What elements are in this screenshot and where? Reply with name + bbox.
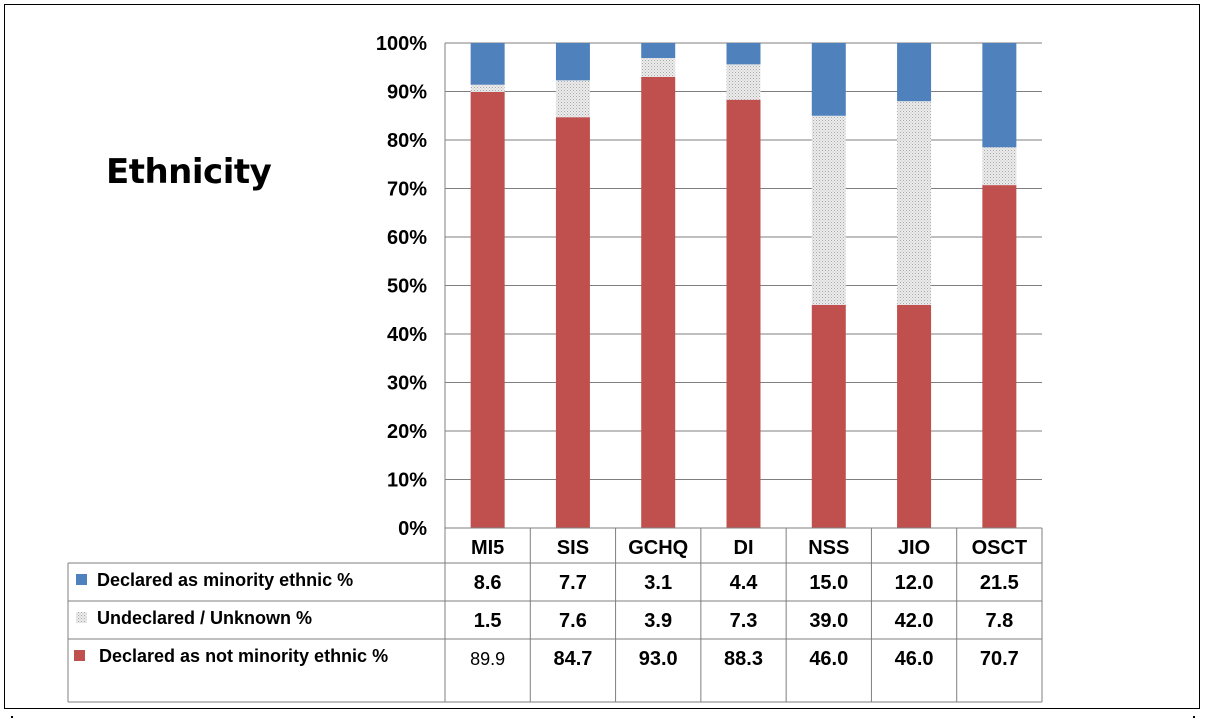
chart-title: Ethnicity [106, 152, 272, 192]
bar-sis-series-1 [555, 80, 590, 118]
data-label-di-series-0: 4.4 [730, 572, 759, 594]
y-tick-label: 100% [376, 33, 427, 55]
bar-jio-series-1 [897, 101, 932, 305]
data-label-sis-series-1: 7.6 [559, 610, 587, 632]
bar-osct-series-0 [982, 43, 1017, 148]
category-label-di: DI [734, 537, 754, 559]
data-label-mi5-series-1: 1.5 [474, 610, 502, 632]
y-tick-label: 0% [398, 518, 427, 540]
bar-mi5-series-0 [470, 43, 505, 85]
bar-sis-series-0 [555, 43, 590, 81]
chart-frame [4, 4, 1200, 709]
legend-key-series-2 [74, 650, 85, 661]
data-label-di-series-1: 7.3 [730, 610, 758, 632]
corner-mark-right [1193, 716, 1195, 718]
y-tick-label: 80% [387, 130, 427, 152]
bar-osct-series-1 [982, 147, 1017, 186]
bars [470, 43, 1017, 529]
data-label-jio-series-2: 46.0 [895, 648, 934, 670]
y-tick-label: 90% [387, 82, 427, 104]
legend-key-series-0 [76, 574, 87, 585]
corner-mark-left [11, 716, 13, 718]
legend-key-series-1 [76, 612, 87, 623]
bar-mi5-series-1 [470, 84, 505, 92]
data-label-di-series-2: 88.3 [724, 648, 763, 670]
bar-mi5-series-2 [470, 91, 505, 529]
bar-jio-series-0 [897, 43, 932, 102]
bar-osct-series-2 [982, 185, 1017, 529]
y-tick-label: 20% [387, 421, 427, 443]
category-label-nss: NSS [808, 537, 849, 559]
bar-nss-series-0 [811, 43, 846, 116]
category-label-osct: OSCT [972, 537, 1028, 559]
y-tick-label: 50% [387, 276, 427, 298]
bar-gchq-series-0 [641, 43, 676, 59]
category-label-sis: SIS [557, 537, 589, 559]
bar-gchq-series-1 [641, 58, 676, 77]
data-label-osct-series-0: 21.5 [980, 572, 1019, 594]
y-tick-label: 60% [387, 227, 427, 249]
bar-di-series-0 [726, 43, 761, 65]
bar-jio-series-2 [897, 304, 932, 528]
bar-di-series-1 [726, 64, 761, 100]
data-label-sis-series-0: 7.7 [559, 572, 587, 594]
category-label-jio: JIO [898, 537, 930, 559]
bar-nss-series-2 [811, 304, 846, 528]
legend-label-series-2: Declared as not minority ethnic % [99, 646, 388, 666]
data-label-mi5-series-0: 8.6 [474, 572, 502, 594]
data-label-nss-series-0: 15.0 [809, 572, 848, 594]
data-label-nss-series-1: 39.0 [809, 610, 848, 632]
category-label-gchq: GCHQ [628, 537, 688, 559]
data-label-osct-series-2: 70.7 [980, 648, 1019, 670]
data-label-osct-series-1: 7.8 [985, 610, 1013, 632]
data-label-gchq-series-0: 3.1 [644, 572, 672, 594]
y-tick-label: 30% [387, 373, 427, 395]
data-label-mi5-series-2: 89.9 [470, 649, 505, 669]
y-tick-label: 10% [387, 470, 427, 492]
legend-label-series-0: Declared as minority ethnic % [97, 570, 353, 590]
data-label-jio-series-1: 42.0 [895, 610, 934, 632]
bar-gchq-series-2 [641, 76, 676, 528]
data-label-nss-series-2: 46.0 [809, 648, 848, 670]
legend-label-series-1: Undeclared / Unknown % [97, 608, 312, 628]
data-table: MI5 SIS GCHQ DI NSS JIO OSCT Declared as minori… [67, 527, 1043, 703]
data-label-sis-series-2: 84.7 [553, 648, 592, 670]
bar-di-series-2 [726, 99, 761, 529]
data-label-gchq-series-1: 3.9 [644, 610, 672, 632]
y-tick-label: 70% [387, 179, 427, 201]
bar-sis-series-2 [555, 117, 590, 528]
data-label-jio-series-0: 12.0 [895, 572, 934, 594]
bar-nss-series-1 [811, 115, 846, 305]
y-axis-ticks: 0% 10% 20% 30% 40% 50% 60% 70% 80% 90% 100% [376, 33, 427, 540]
y-tick-label: 40% [387, 324, 427, 346]
data-label-gchq-series-2: 93.0 [639, 648, 678, 670]
category-label-mi5: MI5 [471, 537, 504, 559]
